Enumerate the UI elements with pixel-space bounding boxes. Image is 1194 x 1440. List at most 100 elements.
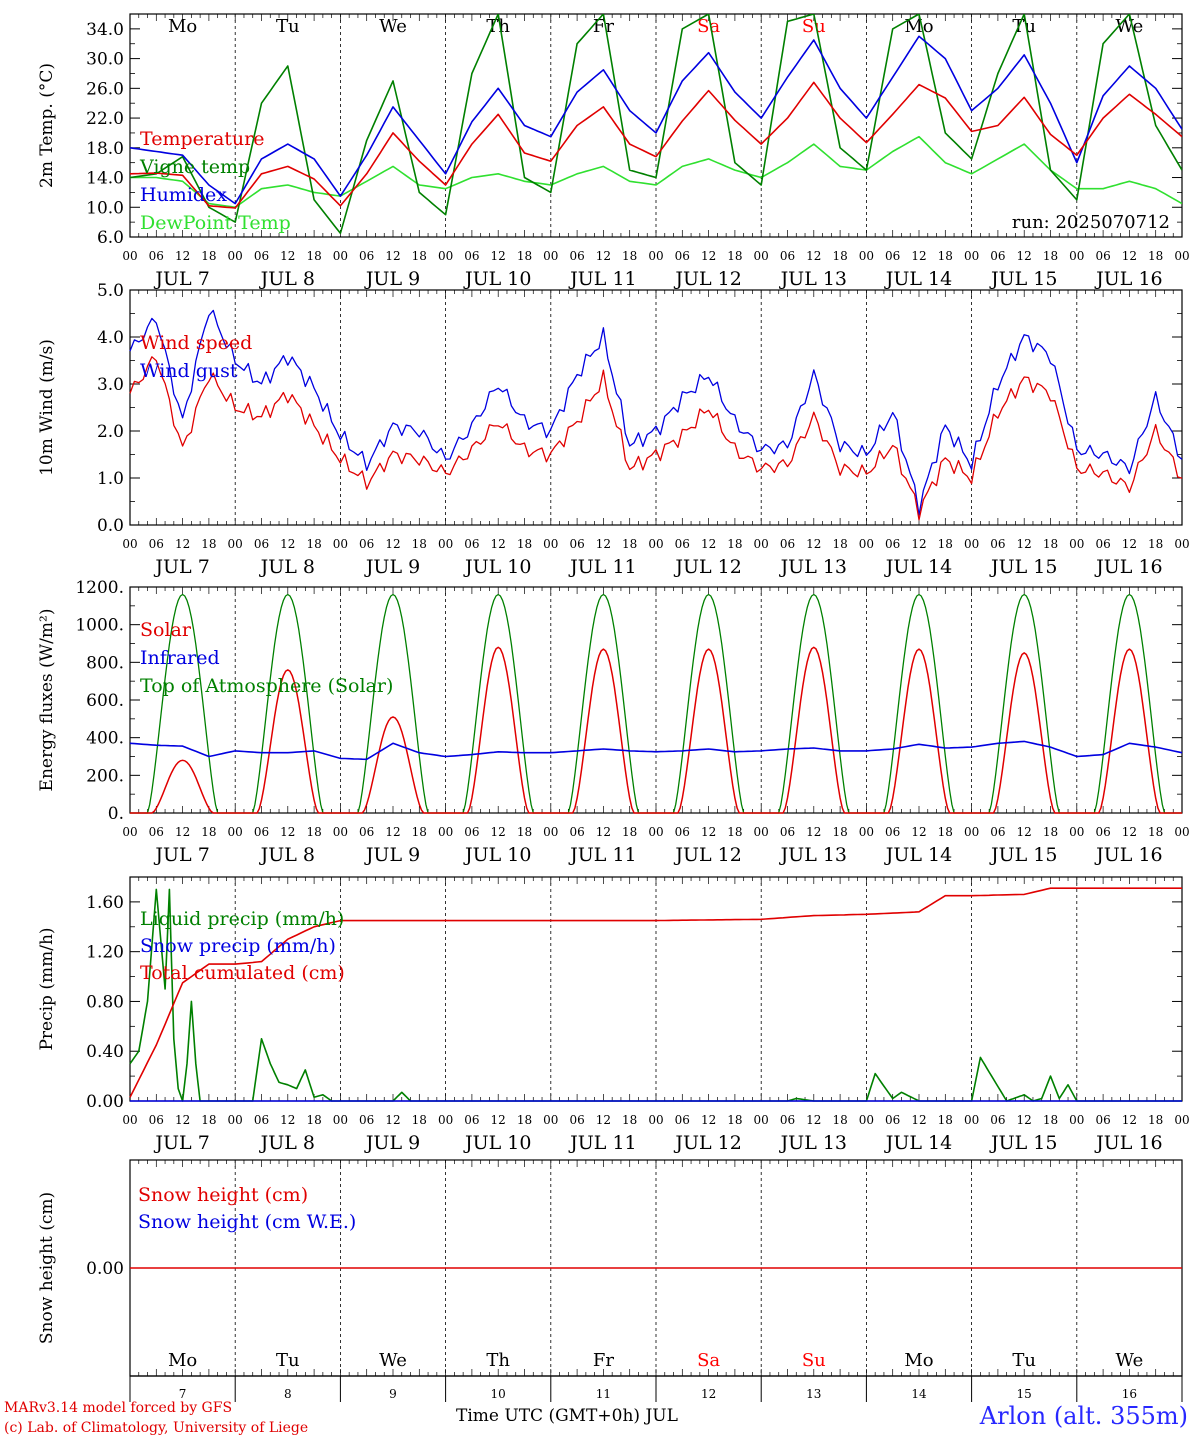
series-total-cumulated-point: [970, 895, 972, 897]
series-dewpoint-temp-point: [576, 173, 578, 175]
series-infrared-point: [287, 752, 289, 754]
wind-point: [971, 477, 973, 479]
hour-tick-label: 12: [911, 537, 926, 551]
series-vigne-temp-point: [1102, 43, 1104, 45]
series-infrared-point: [1049, 746, 1051, 748]
wind-point: [155, 355, 157, 357]
hour-tick-label: 00: [1174, 1113, 1189, 1127]
date-label: JUL 14: [884, 844, 952, 866]
hour-tick-label: 00: [754, 1113, 769, 1127]
y-tick-label: 600.: [86, 691, 124, 711]
hour-tick-label: 06: [254, 1113, 269, 1127]
solar-peak-point: [707, 648, 709, 650]
panel-3: 0. 200. 400. 600. 800. 1000. 1200. Energy fluxe…: [37, 578, 1190, 866]
hour-tick-label: 00: [859, 825, 874, 839]
series-vigne-temp-point: [576, 43, 578, 45]
hour-tick-label: 12: [385, 249, 400, 263]
hour-tick-label: 06: [990, 249, 1005, 263]
hour-tick-label: 18: [1043, 249, 1058, 263]
series-temperature-point: [1076, 154, 1078, 156]
hour-tick-label: 18: [1148, 825, 1163, 839]
series-infrared-point: [839, 750, 841, 752]
y-tick-label: 1.60: [86, 893, 124, 913]
hour-tick-label: 00: [859, 537, 874, 551]
y-tick-label: 0.0: [97, 516, 124, 536]
hour-tick-label: 06: [990, 1113, 1005, 1127]
series-infrared-point: [760, 750, 762, 752]
date-label: JUL 7: [153, 844, 209, 866]
series-infrared-point: [155, 744, 157, 746]
legend-entry: Liquid precip (mm/h): [140, 908, 344, 930]
series-dewpoint-temp-point: [681, 165, 683, 167]
wind-point: [734, 421, 736, 423]
series-dewpoint-temp-point: [892, 150, 894, 152]
wind-point: [865, 472, 867, 474]
hour-tick-label: 18: [1043, 537, 1058, 551]
wind-point: [813, 374, 815, 376]
series-humidex-point: [497, 87, 499, 89]
date-label: JUL 16: [1094, 556, 1162, 578]
series-humidex-point: [366, 154, 368, 156]
hour-tick-label: 12: [701, 249, 716, 263]
series-vigne-temp-point: [970, 158, 972, 160]
y-axis-label: Precip (mm/h): [37, 927, 57, 1050]
hour-tick-label: 18: [412, 537, 427, 551]
hour-tick-label: 06: [885, 537, 900, 551]
series-infrared-point: [602, 748, 604, 750]
wind-point: [813, 416, 815, 418]
wind-point: [918, 505, 920, 507]
hour-tick-label: 12: [701, 825, 716, 839]
hour-tick-label: 18: [727, 825, 742, 839]
series-total-cumulated-point: [1128, 887, 1130, 889]
series-humidex-point: [1023, 54, 1025, 56]
hour-tick-label: 06: [990, 537, 1005, 551]
panel-4: 0.00 0.40 0.80 1.20 1.60 Precip (mm/h) 00 06 12 1…: [37, 876, 1190, 1154]
hour-tick-label: 00: [964, 1113, 979, 1127]
y-tick-label: 14.0: [86, 169, 124, 189]
date-label: JUL 12: [673, 1132, 741, 1154]
legend-entry: DewPoint Temp: [140, 212, 291, 234]
hour-tick-label: 00: [964, 537, 979, 551]
series-humidex-point: [734, 91, 736, 93]
wind-point: [182, 449, 184, 451]
wind-point: [944, 458, 946, 460]
hour-tick-label: 12: [1017, 537, 1032, 551]
date-label: JUL 13: [779, 844, 847, 866]
panel-2: 0.0 1.0 2.0 3.0 4.0 5.0 10m Wind (m/s) 00 06 12 18…: [37, 281, 1190, 578]
series-total-cumulated-point: [944, 895, 946, 897]
series-humidex: [130, 35, 1182, 205]
hour-tick-label: 06: [675, 825, 690, 839]
wind-point: [576, 421, 578, 423]
hour-tick-label: 18: [1043, 1113, 1058, 1127]
series-liquid-precip-point: [900, 1091, 902, 1093]
series-infrared-point: [1102, 753, 1104, 755]
hour-tick-label: 12: [701, 1113, 716, 1127]
hour-tick-label: 12: [491, 249, 506, 263]
hour-tick-label: 00: [228, 825, 243, 839]
series-total-cumulated-point: [392, 919, 394, 921]
y-tick-label: 800.: [86, 653, 124, 673]
y-tick-label: 0.: [108, 804, 124, 824]
series-vigne-temp: [130, 14, 1182, 235]
series-humidex-point: [155, 150, 157, 152]
legend-entry: Vigne temp: [139, 156, 250, 178]
weekday-label: We: [379, 16, 407, 37]
series-vigne-temp-point: [444, 214, 446, 216]
series-liquid-precip-point: [1058, 1097, 1060, 1099]
date-label: JUL 12: [673, 268, 741, 290]
series-infrared: [129, 740, 1183, 761]
series-infrared-point: [944, 747, 946, 749]
bottom-day-number: 10: [491, 1387, 506, 1401]
series-infrared-point: [444, 755, 446, 757]
series-liquid-precip-point: [195, 1063, 197, 1065]
wind-point: [760, 449, 762, 451]
hour-tick-label: 06: [464, 1113, 479, 1127]
series-vigne-temp-point: [707, 13, 709, 15]
hour-tick-label: 06: [1095, 249, 1110, 263]
weekday-label: Th: [486, 16, 510, 37]
series-liquid-precip-point: [313, 1096, 315, 1098]
series-liquid-precip-point: [874, 1072, 876, 1074]
series-temperature-point: [129, 173, 131, 175]
series-humidex-point: [550, 136, 552, 138]
date-label: JUL 15: [989, 556, 1057, 578]
